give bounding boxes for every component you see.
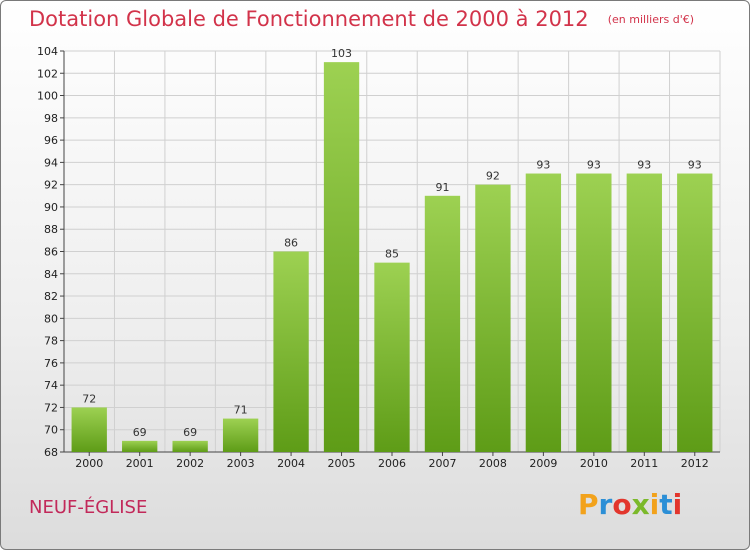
- proxiti-logo[interactable]: Proxiti: [578, 488, 682, 521]
- x-tick-label-2010: 2010: [580, 457, 608, 470]
- y-tick-label: 104: [37, 45, 58, 58]
- data-label-2007: 91: [435, 181, 449, 194]
- data-label-2002: 69: [183, 426, 197, 439]
- data-label-2000: 72: [82, 392, 96, 405]
- bar-2007: [424, 195, 461, 453]
- data-label-2004: 86: [284, 237, 298, 250]
- y-tick-label: 70: [44, 424, 58, 437]
- y-tick-label: 94: [44, 156, 58, 169]
- label-layer: 72 69 69 71 86 103 85 91 92 93 93 93 93: [82, 47, 702, 439]
- x-tick-label-2004: 2004: [277, 457, 305, 470]
- y-tick-label: 86: [44, 246, 58, 259]
- logo-letter: o: [612, 488, 632, 521]
- bar-2008: [475, 184, 511, 452]
- y-tick-label: 84: [44, 268, 58, 281]
- x-tick-label-2001: 2001: [126, 457, 154, 470]
- y-tick-label: 100: [37, 90, 58, 103]
- bar-layer: [71, 62, 713, 453]
- bar-2006: [374, 262, 410, 452]
- x-tick-label-2006: 2006: [378, 457, 406, 470]
- bar-2005: [323, 62, 360, 453]
- axis-layer: 68 70 72 74 76 78 80 82 84 86 88 90 92 94 96 98 100 102 10…: [37, 45, 720, 470]
- data-label-2010: 93: [587, 159, 601, 172]
- x-tick-label-2011: 2011: [630, 457, 658, 470]
- logo-letter: P: [578, 488, 599, 521]
- data-label-2012: 93: [688, 159, 702, 172]
- x-tick-label-2002: 2002: [176, 457, 204, 470]
- bar-2002: [172, 440, 208, 452]
- bar-2012: [677, 173, 713, 452]
- x-tick-label-2007: 2007: [428, 457, 456, 470]
- y-tick-label: 74: [44, 379, 58, 392]
- commune-name: NEUF-ÉGLISE: [29, 497, 148, 518]
- y-tick-label: 76: [44, 357, 58, 370]
- bar-2003: [222, 418, 259, 452]
- bar-2011: [626, 173, 662, 452]
- y-tick-label: 102: [37, 67, 58, 80]
- data-label-2011: 93: [637, 159, 651, 172]
- x-tick-label-2000: 2000: [75, 457, 103, 470]
- data-label-2001: 69: [133, 426, 147, 439]
- bar-2000: [71, 407, 107, 452]
- bar-2004: [273, 251, 309, 452]
- x-tick-label-2009: 2009: [529, 457, 557, 470]
- logo-letter: i: [672, 488, 683, 521]
- y-tick-label: 90: [44, 201, 58, 214]
- bar-2001: [122, 440, 158, 452]
- y-tick-label: 72: [44, 401, 58, 414]
- y-tick-label: 88: [44, 223, 58, 236]
- y-tick-label: 98: [44, 112, 58, 125]
- y-tick-label: 92: [44, 179, 58, 192]
- y-tick-label: 82: [44, 290, 58, 303]
- y-tick-label: 78: [44, 335, 58, 348]
- logo-letter: t: [659, 488, 673, 521]
- data-label-2006: 85: [385, 248, 399, 261]
- x-tick-label-2012: 2012: [681, 457, 709, 470]
- logo-letter: r: [598, 488, 613, 521]
- data-label-2008: 92: [486, 170, 500, 183]
- data-label-2003: 71: [234, 404, 248, 417]
- x-tick-label-2003: 2003: [227, 457, 255, 470]
- x-tick-label-2005: 2005: [328, 457, 356, 470]
- x-tick-label-2008: 2008: [479, 457, 507, 470]
- bar-2009: [525, 173, 562, 452]
- logo-letter: i: [649, 488, 660, 521]
- bar-2010: [576, 173, 612, 452]
- y-tick-label: 68: [44, 446, 58, 459]
- chart-title: Dotation Globale de Fonctionnement de 20…: [29, 7, 589, 31]
- title-row: Dotation Globale de Fonctionnement de 20…: [29, 7, 694, 31]
- y-tick-label: 80: [44, 312, 58, 325]
- logo-letter: x: [631, 488, 650, 521]
- y-tick-label: 96: [44, 134, 58, 147]
- data-label-2005: 103: [331, 47, 352, 60]
- data-label-2009: 93: [536, 159, 550, 172]
- chart-unit: (en milliers d'€): [607, 13, 695, 26]
